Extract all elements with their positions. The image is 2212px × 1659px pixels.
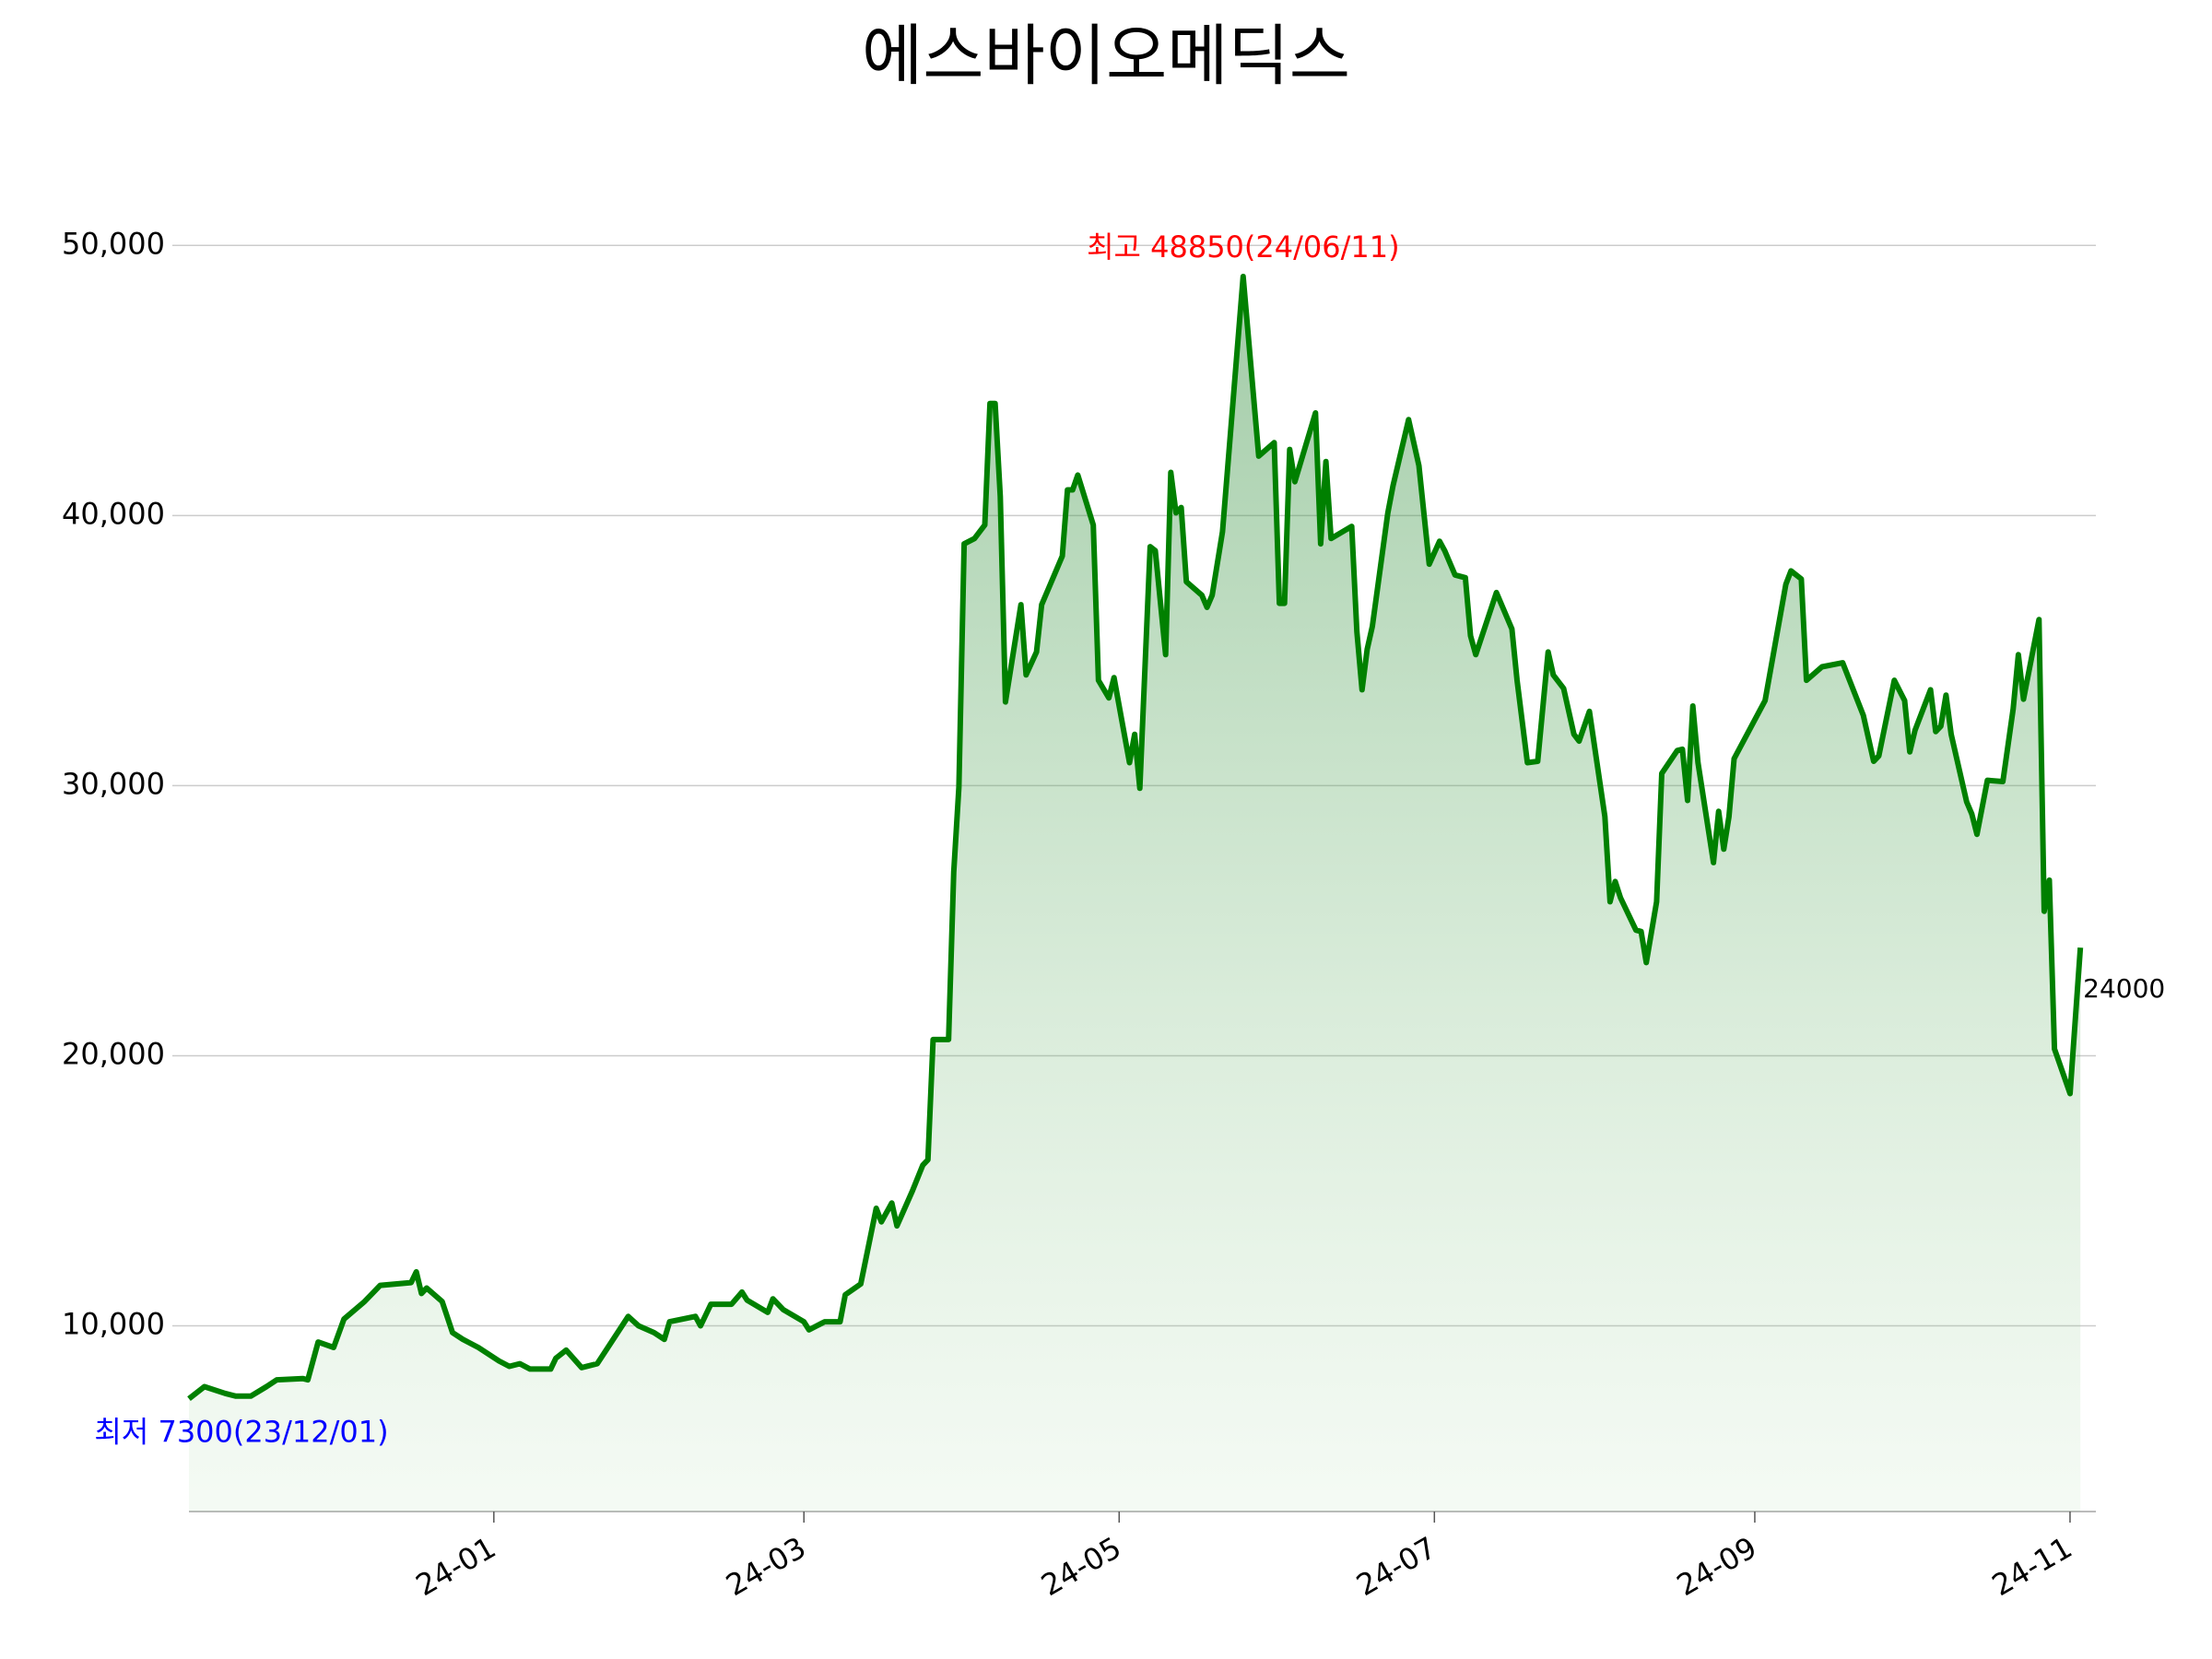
- area: [189, 276, 2081, 1512]
- min-annotation: 최저 7300(23/12/01): [94, 1415, 388, 1450]
- x-tick-label: 24-09: [1671, 1530, 1763, 1603]
- y-tick-label: 10,000: [62, 1307, 165, 1342]
- x-tick-label: 24-11: [1986, 1530, 2078, 1603]
- x-tick-label: 24-03: [720, 1530, 812, 1603]
- y-tick-label: 20,000: [62, 1036, 165, 1071]
- last-value-label: 24000: [2083, 973, 2165, 1004]
- chart-title: 에스바이오메딕스: [862, 18, 1350, 95]
- y-tick-label: 50,000: [62, 226, 165, 261]
- x-tick-label: 24-05: [1035, 1530, 1127, 1603]
- x-tick-label: 24-07: [1350, 1530, 1442, 1603]
- price-line: [187, 274, 2084, 1401]
- y-tick-label: 30,000: [62, 766, 165, 801]
- y-tick-label: 40,000: [62, 496, 165, 531]
- x-tick-label: 24-01: [410, 1530, 502, 1603]
- max-annotation: 최고 48850(24/06/11): [1087, 229, 1400, 265]
